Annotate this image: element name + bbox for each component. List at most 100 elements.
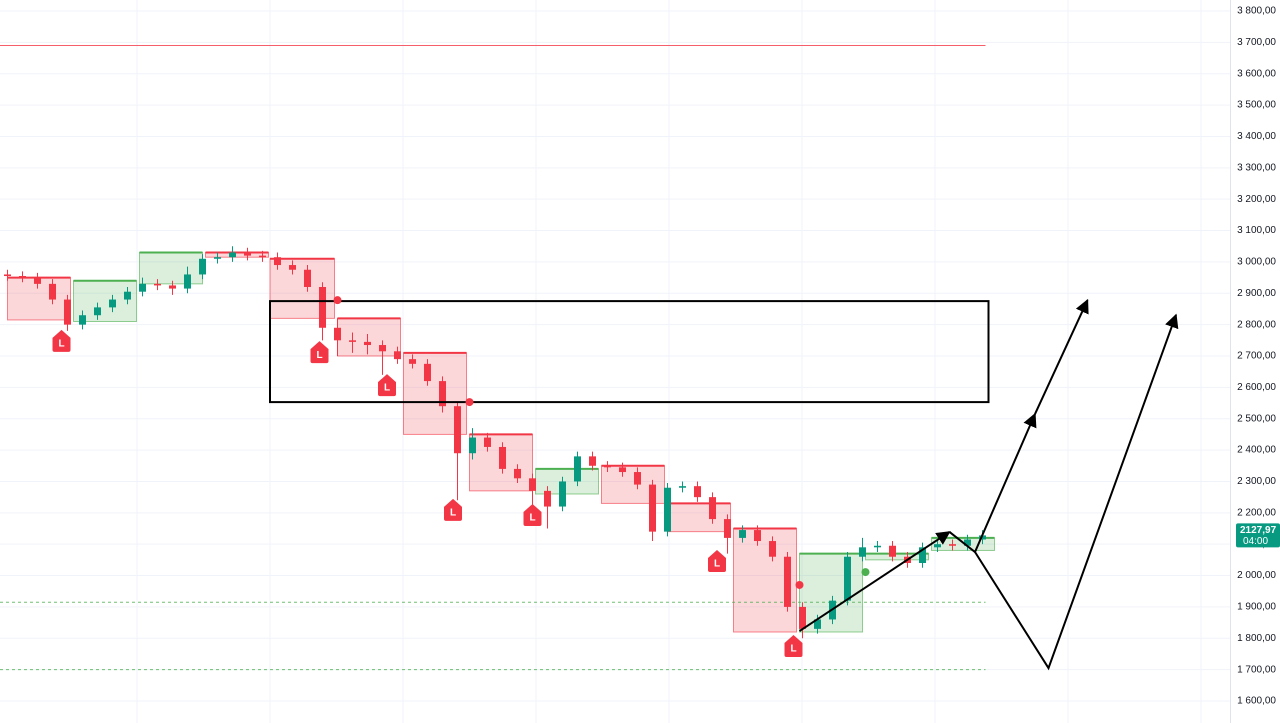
candle-body xyxy=(709,497,716,520)
y-tick-label: 2 500,00 xyxy=(1237,413,1276,424)
time-grid xyxy=(136,0,1202,723)
low-marker xyxy=(52,329,71,352)
candle-body xyxy=(274,257,281,266)
y-tick-label: 3 000,00 xyxy=(1237,257,1276,268)
candle-body xyxy=(679,486,686,488)
candle-body xyxy=(259,255,266,258)
candle-body xyxy=(34,277,41,284)
candle-body xyxy=(409,359,416,364)
candle-body xyxy=(469,437,476,454)
candle-body xyxy=(349,340,356,342)
candle-body xyxy=(424,363,431,382)
candle-body xyxy=(394,351,401,360)
y-tick-label: 1 700,00 xyxy=(1237,664,1276,675)
low-marker xyxy=(784,635,803,658)
y-tick-label: 2 200,00 xyxy=(1237,507,1276,518)
candle-body xyxy=(874,545,881,548)
dot xyxy=(465,398,474,407)
candle-body xyxy=(139,283,146,292)
y-tick-label: 3 800,00 xyxy=(1237,6,1276,17)
low-marker-text: L xyxy=(529,513,535,524)
y-tick-label: 2 400,00 xyxy=(1237,445,1276,456)
candle-body xyxy=(199,258,206,275)
candle-body xyxy=(649,484,656,532)
candle-body xyxy=(484,437,491,447)
y-tick-label: 2 800,00 xyxy=(1237,319,1276,330)
candle-body xyxy=(229,252,236,258)
low-marker xyxy=(378,374,396,397)
last-price-label: 2127,97 xyxy=(1240,525,1277,536)
candle-body xyxy=(964,539,971,546)
candle-body xyxy=(19,276,26,278)
y-tick-label: 3 500,00 xyxy=(1237,100,1276,111)
candle-body xyxy=(304,269,311,287)
last-price-tag xyxy=(1236,523,1280,548)
zone xyxy=(7,277,71,321)
low-marker xyxy=(444,498,462,521)
candle-body xyxy=(844,556,851,601)
candle-body xyxy=(109,299,116,308)
candle-body xyxy=(724,519,731,538)
low-marker-text: L xyxy=(450,508,456,519)
candle-body xyxy=(934,544,941,548)
y-tick-label: 2 700,00 xyxy=(1237,351,1276,362)
candle-body xyxy=(49,283,56,300)
low-marker-text: L xyxy=(384,383,390,394)
candle-body xyxy=(889,545,896,557)
candle-body xyxy=(619,467,626,473)
y-tick-label: 2 000,00 xyxy=(1237,570,1276,581)
y-tick-label: 1 900,00 xyxy=(1237,602,1276,613)
y-tick-label: 2 600,00 xyxy=(1237,382,1276,393)
candle-body xyxy=(859,547,866,557)
candle-body xyxy=(739,530,746,538)
candle-body xyxy=(154,283,161,286)
candle-body xyxy=(979,535,986,540)
candle-body xyxy=(319,287,326,328)
candle-body xyxy=(949,544,956,546)
zone xyxy=(799,553,863,633)
candle-body xyxy=(799,606,806,629)
candle-body xyxy=(334,327,341,341)
candle-body xyxy=(79,315,86,325)
y-tick-label: 2 900,00 xyxy=(1237,288,1276,299)
candle-body xyxy=(364,341,371,346)
candle-body xyxy=(214,257,221,259)
candle-body xyxy=(559,481,566,507)
dot xyxy=(333,296,342,305)
y-tick-label: 3 700,00 xyxy=(1237,37,1276,48)
low-marker xyxy=(523,503,542,526)
candle-body xyxy=(4,274,11,277)
arrow xyxy=(798,531,951,632)
candle-body xyxy=(64,299,71,325)
candle-body xyxy=(124,291,131,300)
candle-body xyxy=(529,478,536,491)
zone xyxy=(535,468,599,495)
zone xyxy=(73,280,137,322)
candle-body xyxy=(94,307,101,316)
low-marker xyxy=(708,550,726,573)
candle-body xyxy=(634,472,641,485)
arrow xyxy=(948,412,1037,554)
zone xyxy=(139,252,203,285)
candle-body xyxy=(604,465,611,468)
candle-body xyxy=(379,345,386,352)
low-marker-text: L xyxy=(790,644,796,655)
candle-body xyxy=(499,446,506,469)
candle-body xyxy=(919,547,926,563)
candle-body xyxy=(439,381,446,407)
dot xyxy=(861,568,870,577)
candle-body xyxy=(814,619,821,629)
arrow xyxy=(1034,298,1089,415)
candle-body xyxy=(184,274,191,289)
dot xyxy=(795,580,804,589)
low-marker-text: L xyxy=(58,339,64,350)
candle-body xyxy=(664,487,671,532)
arrow xyxy=(974,313,1179,671)
range-box xyxy=(269,300,990,404)
y-tick-label: 3 300,00 xyxy=(1237,162,1276,173)
zone xyxy=(337,317,401,357)
candle-body xyxy=(544,490,551,507)
y-tick-label: 3 100,00 xyxy=(1237,225,1276,236)
candle-body xyxy=(769,541,776,557)
